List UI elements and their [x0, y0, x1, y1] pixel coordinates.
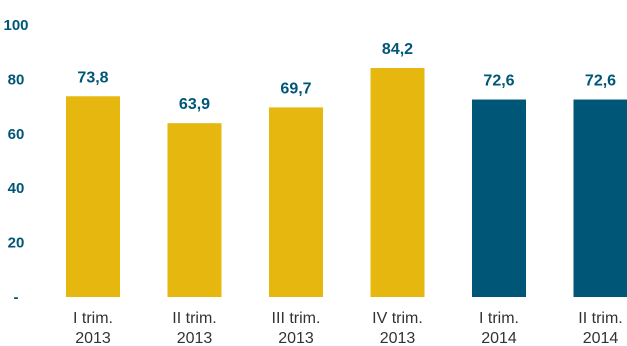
- x-tick-label: IV trim. 2013: [372, 310, 423, 346]
- bar: [269, 107, 323, 297]
- y-tick-label: 80: [8, 71, 25, 88]
- bar: [573, 99, 627, 297]
- data-labels: 73,8 63,9 69,7 84,2 72,6 72,6: [77, 41, 616, 113]
- bar: [472, 99, 526, 297]
- bar: [167, 123, 222, 297]
- data-label: 73,8: [77, 69, 108, 86]
- y-tick-label: 100: [3, 17, 28, 34]
- x-tick-label: I trim. 2013: [73, 310, 113, 346]
- data-label: 72,6: [483, 73, 514, 90]
- y-tick-label: 40: [8, 180, 25, 197]
- data-label: 63,9: [179, 96, 210, 113]
- x-axis: I trim. 2013 II trim. 2013 III trim. 2013 IV t…: [73, 310, 623, 346]
- bar: [370, 67, 425, 297]
- x-tick-label: I trim. 2014: [479, 310, 519, 346]
- y-axis: - 20 40 60 80 100: [3, 17, 28, 306]
- y-tick-label: -: [14, 289, 19, 306]
- bar: [66, 96, 120, 297]
- x-tick-label: II trim. 2013: [172, 310, 216, 346]
- x-tick-label: III trim. 2013: [272, 310, 321, 346]
- y-tick-label: 60: [8, 126, 25, 143]
- y-tick-label: 20: [8, 235, 25, 252]
- data-label: 84,2: [382, 41, 413, 58]
- data-label: 69,7: [280, 80, 311, 97]
- data-label: 72,6: [585, 73, 616, 90]
- x-tick-label: II trim. 2014: [578, 310, 622, 346]
- bars: [66, 67, 627, 297]
